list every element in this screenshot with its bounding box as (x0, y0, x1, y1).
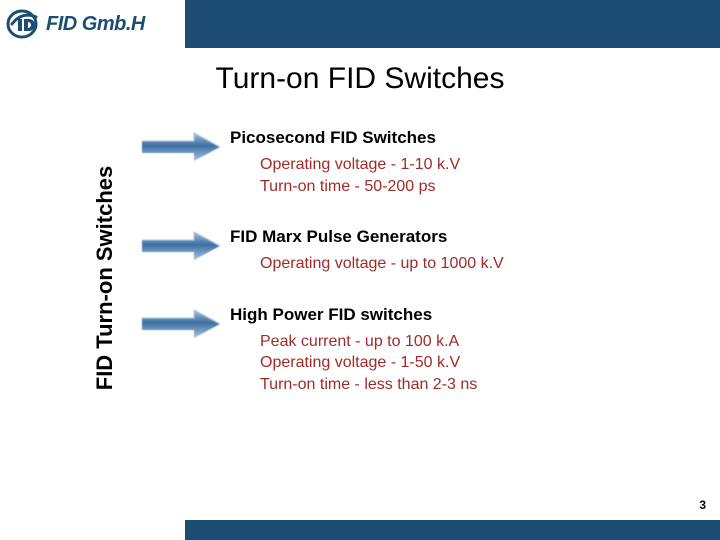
logo-text: FID Gmb.H (46, 13, 145, 36)
slide: FID Gmb.H Turn-on FID Switches FID Turn-… (0, 0, 720, 540)
item-heading: Picosecond FID Switches (230, 128, 658, 148)
item-body: High Power FID switches Peak current - up… (230, 305, 658, 396)
item-specs: Peak current - up to 100 k.AOperating vo… (230, 331, 658, 396)
bottom-bar-left (0, 520, 185, 540)
item-body: Picosecond FID Switches Operating voltage… (230, 128, 658, 197)
bottom-bar (0, 520, 720, 540)
vertical-label-text: FID Turn-on Switches (92, 166, 118, 390)
spec-line: Turn-on time - less than 2-3 ns (260, 374, 658, 396)
item-list: Picosecond FID Switches Operating voltage… (138, 128, 658, 426)
bottom-bar-fill (185, 520, 720, 540)
item-0: Picosecond FID Switches Operating voltage… (138, 128, 658, 197)
arrow-icon (138, 227, 230, 263)
logo-panel: FID Gmb.H (0, 0, 185, 48)
item-specs: Operating voltage - 1-10 k.VTurn-on time… (230, 154, 658, 197)
slide-title: Turn-on FID Switches (0, 62, 720, 96)
spec-line: Peak current - up to 100 k.A (260, 331, 658, 353)
page-number: 3 (699, 498, 706, 512)
item-specs: Operating voltage - up to 1000 k.V (230, 253, 658, 275)
item-body: FID Marx Pulse Generators Operating volta… (230, 227, 658, 275)
spec-line: Turn-on time - 50-200 ps (260, 176, 658, 198)
arrow-icon (138, 305, 230, 341)
item-2: High Power FID switches Peak current - up… (138, 305, 658, 396)
top-bar-fill (185, 0, 720, 48)
company-logo: FID Gmb.H (6, 9, 145, 39)
spec-line: Operating voltage - up to 1000 k.V (260, 253, 658, 275)
item-heading: High Power FID switches (230, 305, 658, 325)
top-bar: FID Gmb.H (0, 0, 720, 48)
item-1: FID Marx Pulse Generators Operating volta… (138, 227, 658, 275)
spec-line: Operating voltage - 1-10 k.V (260, 154, 658, 176)
vertical-label: FID Turn-on Switches (92, 128, 118, 428)
arrow-icon (138, 128, 230, 164)
item-heading: FID Marx Pulse Generators (230, 227, 658, 247)
logo-mark-icon (6, 9, 42, 39)
spec-line: Operating voltage - 1-50 k.V (260, 352, 658, 374)
